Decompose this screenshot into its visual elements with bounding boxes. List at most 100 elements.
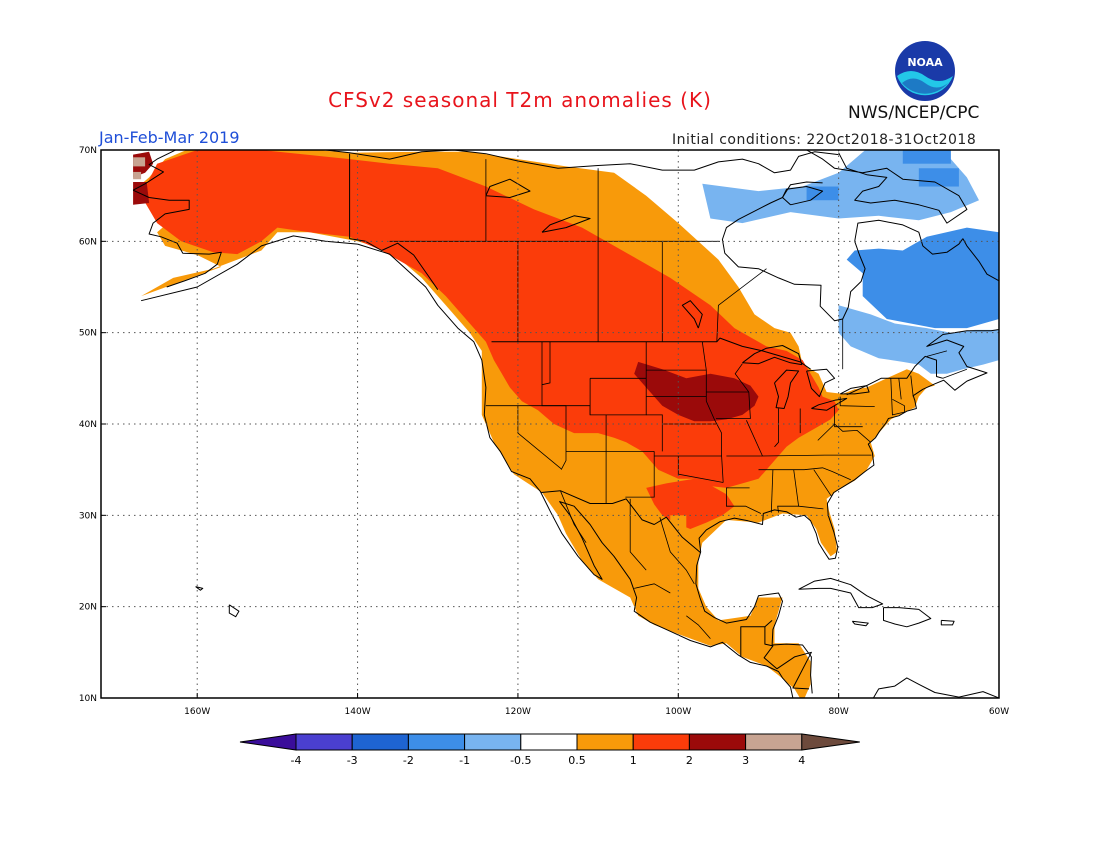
anomaly-fields [133,150,999,698]
puerto-rico [940,619,955,626]
agency-label: NWS/NCEP/CPC [848,103,980,123]
lon-tick-label: 60W [989,707,1009,717]
lat-tick-label: 10N [79,694,97,704]
legend-overflow-arrow [801,733,860,751]
jamaica [851,620,869,627]
coastlines [132,150,999,698]
cuba [798,577,884,609]
admin-border [817,423,871,443]
lon-tick-label: 160W [184,707,210,717]
central-america-borders [763,626,812,690]
legend-label: 4 [798,754,805,767]
admin-border [646,414,663,452]
lat-tick-label: 40N [79,420,97,430]
admin-border [716,268,767,342]
admin-border [541,341,551,386]
pos-strong-midwest-area [634,361,759,422]
hawaii [195,586,204,591]
gulf-coast [695,238,999,694]
great-lake-michigan [774,369,800,409]
legend-underflow-arrow [239,733,297,751]
pos-extreme-alaska-area [133,157,146,167]
us-canada-border-east [846,355,944,396]
noaa-logo-icon: NOAA [895,41,955,101]
map-layers [101,150,999,698]
admin-border [734,363,750,393]
admin-border [485,341,647,416]
anomaly-patch [670,515,687,530]
admin-border [898,378,902,400]
anomaly-patch [598,497,611,507]
admin-border [629,498,647,571]
admin-border [798,505,824,510]
admin-border [625,451,655,498]
alaska-west [132,189,222,288]
arctic-coast [132,150,839,191]
lat-tick-label: 20N [79,603,97,613]
neg-med-quebec-area [838,305,999,374]
mexico-guatemala-border [740,620,773,657]
admin-border [777,469,800,513]
great-lake-ontario [839,385,870,395]
legend-color-box [576,733,634,751]
map-title: CFSv2 seasonal T2m anomalies (K) [328,88,712,112]
great-lake-huron [806,368,836,398]
legend-color-box [745,733,803,751]
legend-label: -1 [459,754,470,767]
lat-tick-label: 60N [79,237,97,247]
legend-color-box [632,733,690,751]
admin-border [839,396,875,407]
pos-light-north-america-area [133,150,935,698]
admin-border [716,391,751,419]
legend-color-box [688,733,747,751]
legend-color-box [407,733,466,751]
admin-border [560,490,587,543]
admin-border [890,378,905,416]
neg-med-labrador-area [846,227,999,329]
lat-tick-label: 30N [79,511,97,521]
lake-winnipeg [681,300,703,329]
legend-color-box [464,733,522,751]
lat-tick-label: 50N [79,329,97,339]
legend-label: 0.5 [568,754,586,767]
great-bear-lake [485,178,531,198]
admin-border [926,350,948,357]
admin-border [746,420,763,457]
legend-label: -3 [347,754,358,767]
admin-border [942,368,968,379]
admin-border [770,469,774,513]
lon-tick-label: 120W [505,707,531,717]
legend-label: 3 [742,754,749,767]
axis-ticks: 160W 140W 120W 100W 80W 60W 70N 60N 50N 40N 30N 20N… [79,146,1009,717]
admin-border [686,615,711,639]
legend-label: -2 [403,754,414,767]
admin-border [760,454,872,457]
great-lake-erie [811,397,848,411]
lat-tick-label: 70N [79,146,97,156]
pos-med-texas-area [646,478,735,529]
admin-border [677,456,724,483]
legend-label: -4 [291,754,302,767]
admin-border [834,405,863,428]
admin-border [774,408,779,448]
legend-color-box [520,733,578,751]
north-america-coast [140,235,794,698]
legend-color-box [351,733,409,751]
south-america [872,677,999,698]
lon-tick-label: 100W [665,707,691,717]
hawaii-big [228,604,240,618]
initial-conditions: Initial conditions: 22Oct2018-31Oct2018 [672,132,977,148]
legend-label: -0.5 [510,754,531,767]
admin-border [726,487,762,514]
legend-label: 2 [686,754,693,767]
legend-label: 1 [630,754,637,767]
gridlines [101,150,999,698]
lon-tick-label: 140W [345,707,371,717]
lon-tick-label: 80W [828,707,848,717]
hudson-bay-east [842,219,964,320]
anomaly-patch [670,551,695,571]
us-mexico-border [541,490,702,554]
alaska-canada-border [349,153,439,290]
